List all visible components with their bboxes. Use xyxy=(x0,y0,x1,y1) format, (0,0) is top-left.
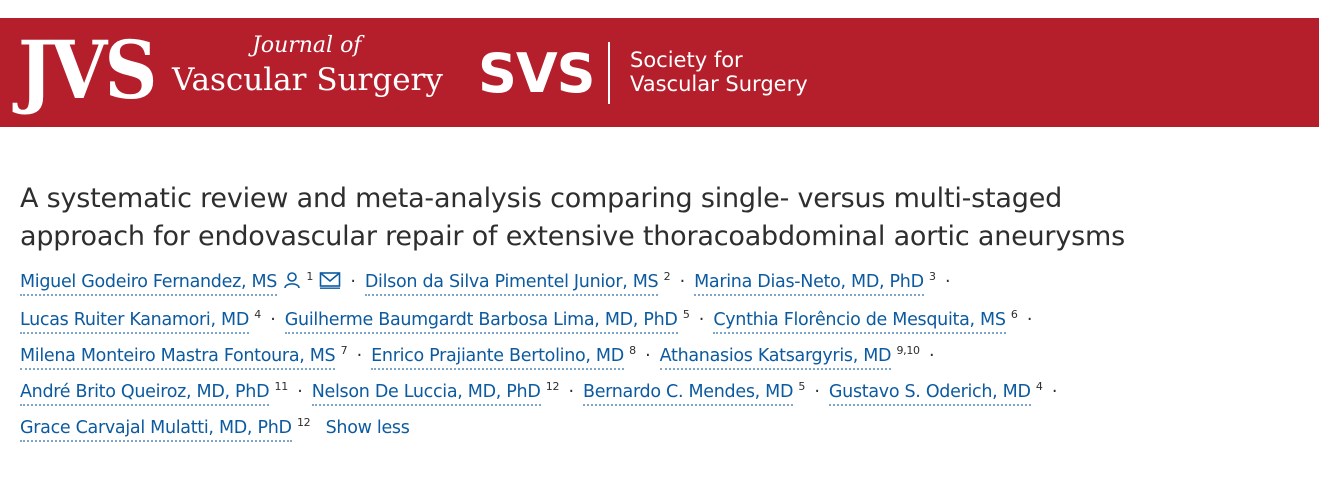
journal-name: Journal of Vascular Surgery xyxy=(172,32,443,100)
author-line: Milena Monteiro Mastra Fontoura, MS 7 · … xyxy=(20,338,1310,374)
separator: · xyxy=(645,346,651,366)
separator: · xyxy=(1026,310,1033,330)
envelope-icon[interactable] xyxy=(319,266,341,302)
separator: · xyxy=(929,346,935,366)
author-link[interactable]: Milena Monteiro Mastra Fontoura, MS xyxy=(20,346,336,370)
society-name-line2: Vascular Surgery xyxy=(630,72,808,96)
separator: · xyxy=(350,272,356,292)
affiliation-ref[interactable]: 5 xyxy=(798,380,806,394)
separator: · xyxy=(944,272,951,292)
author-link[interactable]: Cynthia Florêncio de Mesquita, MS xyxy=(713,310,1006,334)
affiliation-ref[interactable]: 1 xyxy=(306,270,314,284)
article-title-line2: approach for endovascular repair of exte… xyxy=(20,221,1125,252)
affiliation-ref[interactable]: 8 xyxy=(629,344,636,358)
author-line: André Brito Queiroz, MD, PhD 11 · Nelson… xyxy=(20,374,1310,410)
show-less-button[interactable]: Show less xyxy=(325,418,410,438)
separator: · xyxy=(356,346,363,366)
person-icon[interactable] xyxy=(283,266,301,302)
author-list: Miguel Godeiro Fernandez, MS 1 · Dilson … xyxy=(20,264,1310,446)
page-top-gap xyxy=(0,0,1319,18)
author-link[interactable]: Enrico Prajiante Bertolino, MD xyxy=(371,346,624,370)
author-link[interactable]: Marina Dias-Neto, MD, PhD xyxy=(694,272,924,296)
logo-divider xyxy=(608,42,610,104)
separator: · xyxy=(1051,382,1058,402)
author-line: Grace Carvajal Mulatti, MD, PhD 12 Show … xyxy=(20,410,1310,446)
affiliation-ref[interactable]: 4 xyxy=(1035,380,1043,394)
article-title-line1: A systematic review and meta-analysis co… xyxy=(20,183,1063,214)
society-name-line1: Society for xyxy=(630,48,743,72)
author-link[interactable]: Athanasios Katsargyris, MD xyxy=(659,346,892,370)
author-link[interactable]: Grace Carvajal Mulatti, MD, PhD xyxy=(20,418,292,442)
author-link[interactable]: Bernardo C. Mendes, MD xyxy=(583,382,793,406)
journal-logo[interactable]: JVS xyxy=(18,23,158,117)
author-link[interactable]: Miguel Godeiro Fernandez, MS xyxy=(20,272,277,296)
journal-banner: JVS Journal of Vascular Surgery SVS Soci… xyxy=(0,18,1319,127)
society-logo[interactable]: SVS xyxy=(478,42,596,105)
separator: · xyxy=(679,272,686,292)
article-header: A systematic review and meta-analysis co… xyxy=(20,180,1310,446)
affiliation-ref[interactable]: 12 xyxy=(296,416,311,430)
author-link[interactable]: Dilson da Silva Pimentel Junior, MS xyxy=(364,272,659,296)
author-link[interactable]: Guilherme Baumgardt Barbosa Lima, MD, Ph… xyxy=(284,310,678,334)
author-link[interactable]: Lucas Ruiter Kanamori, MD xyxy=(20,310,249,334)
article-title: A systematic review and meta-analysis co… xyxy=(20,180,1310,256)
journal-name-line2: Vascular Surgery xyxy=(172,62,443,98)
affiliation-ref[interactable]: 9,10 xyxy=(896,344,920,358)
separator: · xyxy=(270,310,276,330)
author-link[interactable]: Nelson De Luccia, MD, PhD xyxy=(311,382,541,406)
journal-name-line1: Journal of xyxy=(252,33,362,58)
affiliation-ref[interactable]: 6 xyxy=(1010,308,1018,322)
author-link[interactable]: André Brito Queiroz, MD, PhD xyxy=(20,382,270,406)
separator: · xyxy=(814,382,820,402)
affiliation-ref[interactable]: 12 xyxy=(545,380,560,394)
author-line: Miguel Godeiro Fernandez, MS 1 · Dilson … xyxy=(20,264,1310,302)
separator: · xyxy=(568,382,574,402)
affiliation-ref[interactable]: 11 xyxy=(274,380,289,394)
separator: · xyxy=(297,382,303,402)
affiliation-ref[interactable]: 3 xyxy=(929,270,936,284)
separator: · xyxy=(698,310,705,330)
affiliation-ref[interactable]: 2 xyxy=(663,270,671,284)
author-link[interactable]: Gustavo S. Oderich, MD xyxy=(828,382,1031,406)
affiliation-ref[interactable]: 7 xyxy=(340,344,348,358)
author-line: Lucas Ruiter Kanamori, MD 4 · Guilherme … xyxy=(20,302,1310,338)
affiliation-ref[interactable]: 5 xyxy=(682,308,690,322)
affiliation-ref[interactable]: 4 xyxy=(254,308,261,322)
society-name: Society for Vascular Surgery xyxy=(630,48,808,96)
